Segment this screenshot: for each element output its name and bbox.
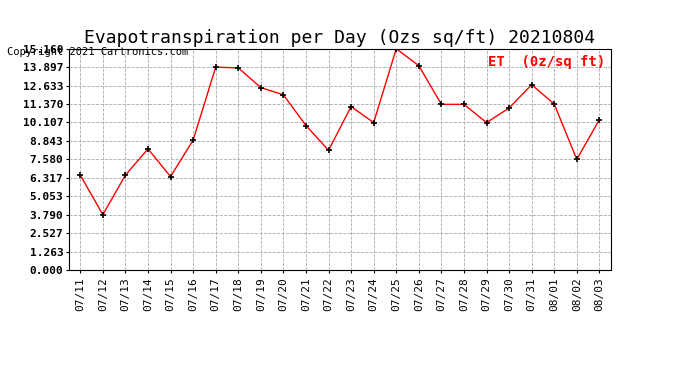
Text: ET  (0z/sq ft): ET (0z/sq ft) [488, 56, 605, 69]
Title: Evapotranspiration per Day (Ozs sq/ft) 20210804: Evapotranspiration per Day (Ozs sq/ft) 2… [84, 29, 595, 47]
Text: Copyright 2021 Cartronics.com: Copyright 2021 Cartronics.com [7, 47, 188, 57]
